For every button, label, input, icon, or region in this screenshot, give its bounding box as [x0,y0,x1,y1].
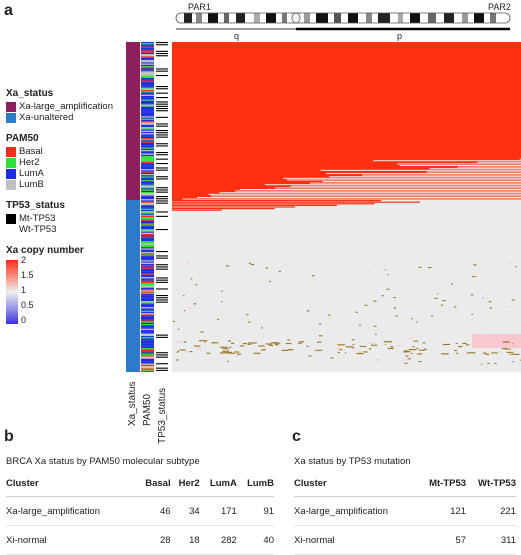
tp53-track [156,42,168,372]
copy-number-colorbar: 2 1.5 1 0.5 0 [6,258,126,326]
arm-p-label: p [397,31,402,41]
tp53-legend-label: Wt-TP53 [19,224,56,235]
xa-status-legend-item: Xa-large_amplification [6,101,126,112]
pam50-legend-label: LumB [19,179,44,190]
tp53-table-cell: Xi-normal [294,526,418,555]
annotation-tracks [126,42,170,372]
pam50-column-header: LumB [237,470,274,497]
pam50-legend-item: LumB [6,179,126,190]
legend-pam50-title: PAM50 [6,133,126,144]
tp53-table-cell: 221 [466,497,516,526]
chromosome-ideogram: PAR1 PAR2 q p [170,0,521,40]
panel-b-title: BRCA Xa status by PAM50 molecular subtyp… [6,456,200,467]
tp53-swatch [6,214,16,224]
pam50-table-cell: 46 [136,497,171,526]
tp53-table-cell: Xa-large_amplification [294,497,418,526]
pam50-column-header: Her2 [171,470,200,497]
legend-tp53-title: TP53_status [6,200,126,211]
pam50-legend-label: Her2 [19,157,40,168]
pam50-table-cell: 40 [237,526,274,555]
tp53-legend-label: Mt-TP53 [19,213,55,224]
tp53-table-cell: 57 [418,526,467,555]
tp53-table-cell: 311 [466,526,516,555]
panel-b-label: b [4,428,14,446]
tp53-column-header: Wt-TP53 [466,470,516,497]
chromosome-bands [170,10,521,40]
panel-a-label: a [4,2,13,20]
pam50-legend-label: LumA [19,168,44,179]
xa-status-track-unaltered [126,200,140,372]
pam50-table-cell: Xi-normal [6,526,136,555]
colorbar-tick-label: 0 [21,315,26,325]
pam50-table-cell: Xa-large_amplification [6,497,136,526]
tp53-column-header: Cluster [294,470,418,497]
pam50-swatch [6,147,16,157]
pam50-legend-item: Her2 [6,157,126,168]
pam50-legend-item: LumA [6,168,126,179]
xa-status-swatch [6,113,16,123]
legend-xa-status-title: Xa_status [6,88,126,99]
xa-status-legend-label: Xa-unaltered [19,112,73,123]
xa-status-swatch [6,102,16,112]
colorbar-tick-label: 2 [21,255,26,265]
pam50-swatch [6,169,16,179]
panel-c-label: c [292,428,301,446]
tp53-table-cell: 121 [418,497,467,526]
xa-status-legend-label: Xa-large_amplification [19,101,113,112]
pam50-table-cell: 282 [200,526,237,555]
pam50-table-cell: 34 [171,497,200,526]
pam50-table-cell: 171 [200,497,237,526]
pam50-legend-item: Basal [6,146,126,157]
xa-status-legend-item: Xa-unaltered [6,112,126,123]
colorbar-tick-label: 0.5 [21,300,34,310]
label-pam50: PAM50 [142,394,153,426]
pam50-column-header: Cluster [6,470,136,497]
label-tp53-status: TP53_status [157,388,168,444]
pam50-table-cell: 91 [237,497,274,526]
pam50-swatch [6,180,16,190]
xa-status-track-amp [126,42,140,200]
tp53-legend-item: Wt-TP53 [6,224,126,235]
tp53-swatch [6,225,16,235]
colorbar-tick-label: 1.5 [21,270,34,280]
pam50-table-cell: 28 [136,526,171,555]
pam50-legend-label: Basal [19,146,43,157]
arm-q-label: q [234,31,239,41]
copy-number-heatmap [172,42,521,372]
pam50-swatch [6,158,16,168]
pam50-table-cell: 18 [171,526,200,555]
panel-c-title: Xa status by TP53 mutation [294,456,411,467]
tp53-column-header: Mt-TP53 [418,470,467,497]
label-xa-status: Xa_status [127,382,138,426]
tp53-legend-item: Mt-TP53 [6,213,126,224]
pam50-column-header: Basal [136,470,171,497]
pam50-track [141,42,154,372]
pam50-column-header: LumA [200,470,237,497]
colorbar-tick-label: 1 [21,285,26,295]
